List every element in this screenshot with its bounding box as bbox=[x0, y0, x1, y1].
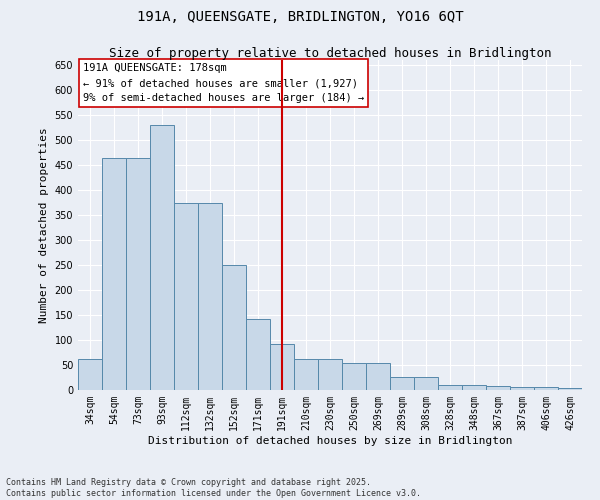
Bar bbox=[558, 388, 582, 390]
Title: Size of property relative to detached houses in Bridlington: Size of property relative to detached ho… bbox=[109, 47, 551, 60]
Bar bbox=[270, 344, 294, 390]
Bar bbox=[150, 125, 174, 390]
Bar bbox=[438, 385, 462, 390]
Bar bbox=[390, 376, 414, 390]
Y-axis label: Number of detached properties: Number of detached properties bbox=[39, 127, 49, 323]
Bar bbox=[534, 386, 558, 390]
Bar bbox=[294, 358, 318, 390]
Bar bbox=[318, 359, 342, 390]
Bar bbox=[462, 384, 486, 390]
Bar bbox=[246, 318, 270, 390]
Bar bbox=[510, 386, 534, 390]
Text: 191A QUEENSGATE: 178sqm
← 91% of detached houses are smaller (1,927)
9% of semi-: 191A QUEENSGATE: 178sqm ← 91% of detache… bbox=[83, 64, 364, 103]
Bar bbox=[78, 359, 102, 390]
Bar bbox=[366, 362, 390, 390]
Bar bbox=[342, 363, 366, 390]
X-axis label: Distribution of detached houses by size in Bridlington: Distribution of detached houses by size … bbox=[148, 436, 512, 446]
Text: 191A, QUEENSGATE, BRIDLINGTON, YO16 6QT: 191A, QUEENSGATE, BRIDLINGTON, YO16 6QT bbox=[137, 10, 463, 24]
Bar bbox=[174, 202, 198, 390]
Bar bbox=[414, 376, 438, 390]
Bar bbox=[198, 202, 222, 390]
Bar bbox=[126, 158, 150, 390]
Bar bbox=[486, 386, 510, 390]
Bar bbox=[102, 158, 126, 390]
Bar bbox=[222, 265, 246, 390]
Text: Contains HM Land Registry data © Crown copyright and database right 2025.
Contai: Contains HM Land Registry data © Crown c… bbox=[6, 478, 421, 498]
